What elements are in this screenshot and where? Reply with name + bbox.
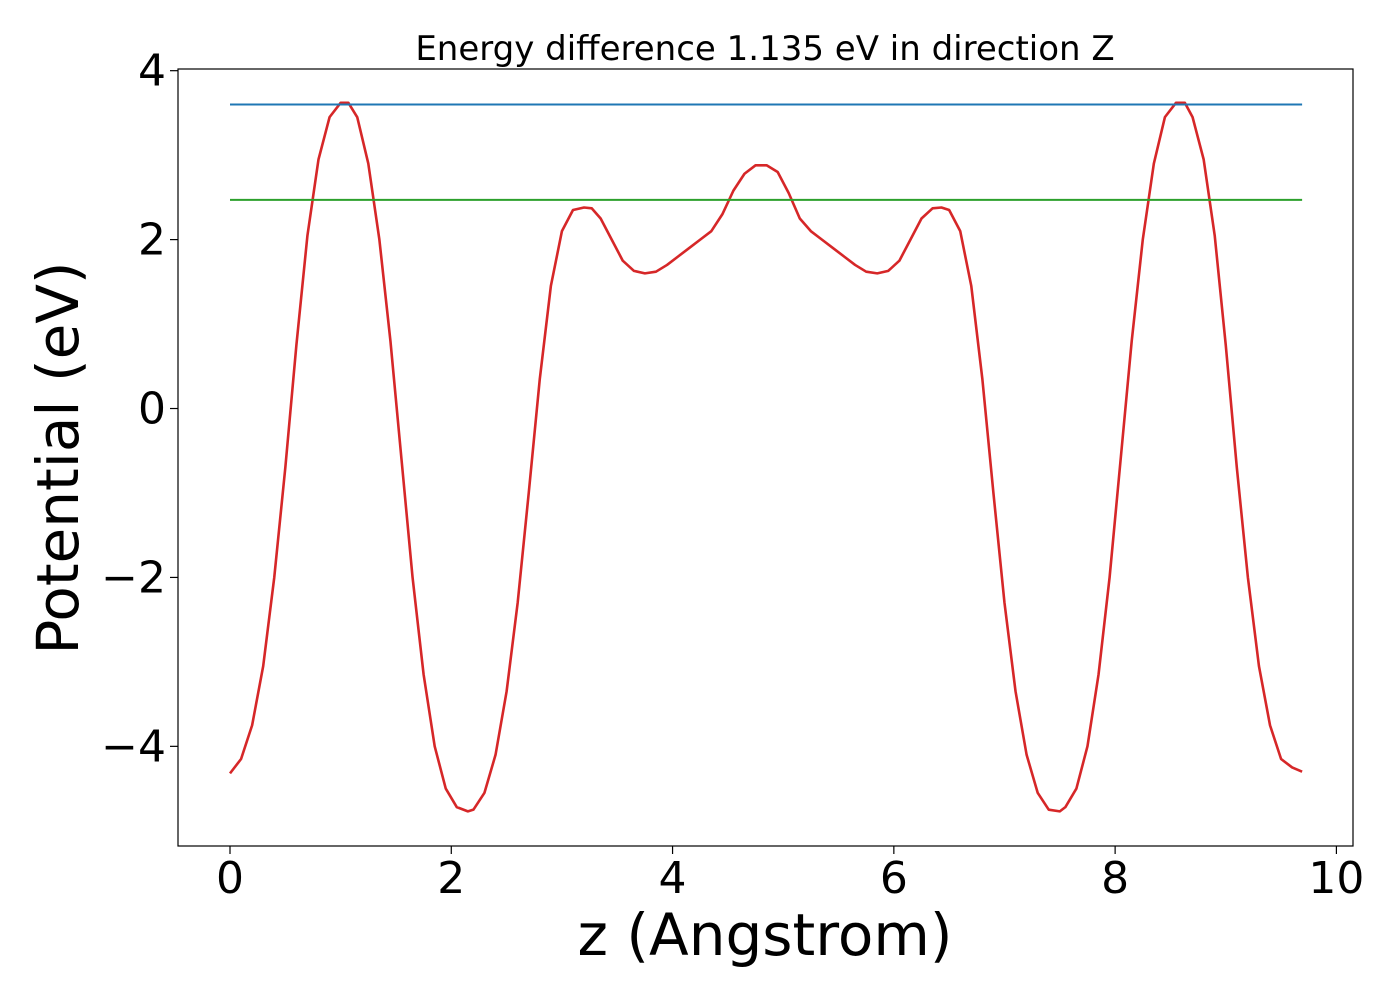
x-axis-ticks: 0 2 4 6 8 10 [216,846,1364,904]
y-tick-label: −4 [101,721,166,772]
x-tick-label: 2 [437,853,465,904]
y-tick-label: 4 [138,46,166,97]
series-layer [228,101,1303,813]
plot-frame [177,68,1354,847]
x-tick-label: 0 [216,853,244,904]
chart-title: Energy difference 1.135 eV in direction … [415,29,1114,69]
y-tick-label: 0 [138,384,166,435]
y-tick-label: 2 [138,215,166,266]
x-axis-label: z (Angstrom) [578,901,953,969]
x-tick-label: 8 [1101,853,1129,904]
x-tick-label: 10 [1308,853,1364,904]
x-tick-label: 6 [880,853,908,904]
y-axis-label: Potential (eV) [24,261,92,654]
potential-line [228,101,1303,813]
x-tick-label: 4 [659,853,687,904]
y-axis-ticks: −4 −2 0 2 4 [101,46,178,772]
plot-area [177,68,1354,847]
y-tick-label: −2 [101,552,166,603]
